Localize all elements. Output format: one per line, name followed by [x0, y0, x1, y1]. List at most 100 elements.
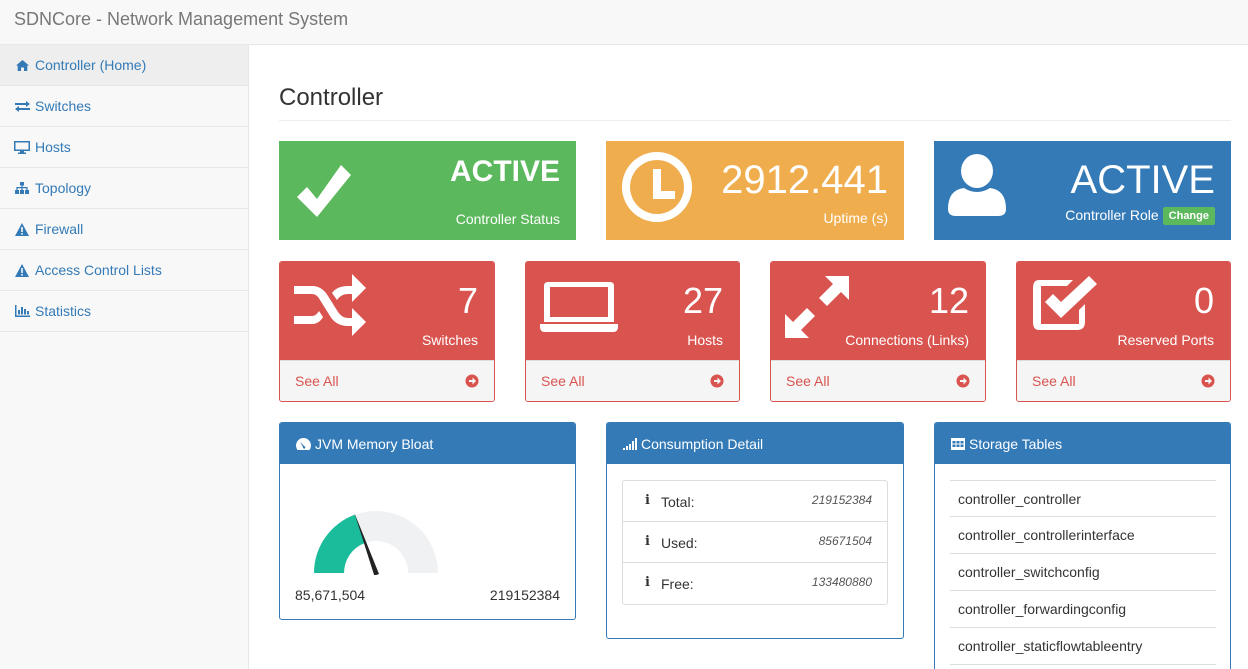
- reserved-ports-label: Reserved Ports: [1117, 332, 1214, 348]
- sidebar-item-firewall[interactable]: Firewall: [0, 209, 248, 250]
- random-icon: [294, 274, 366, 336]
- sidebar-item-label: Firewall: [35, 221, 84, 237]
- see-all-label: See All: [541, 373, 585, 389]
- uptime-label: Uptime (s): [823, 210, 888, 226]
- reserved-ports-panel-head: 0 Reserved Ports: [1017, 262, 1230, 360]
- storage-tables-panel-heading: Storage Tables: [935, 423, 1230, 464]
- circle-arrow-right-icon: [1201, 374, 1215, 388]
- sidebar: Controller (Home) Switches Hosts Topolog…: [0, 45, 249, 669]
- consumption-key: Total:: [661, 494, 695, 510]
- switches-label: Switches: [421, 332, 478, 348]
- info-icon: i: [645, 493, 650, 508]
- reserved-ports-see-all-link[interactable]: See All: [1017, 360, 1230, 401]
- switches-panel: 7 Switches See All: [279, 261, 495, 402]
- sidebar-item-hosts[interactable]: Hosts: [0, 127, 248, 168]
- circle-arrow-right-icon: [710, 374, 724, 388]
- consumption-key: Free:: [661, 576, 694, 592]
- jvm-memory-panel-heading: JVM Memory Bloat: [280, 423, 575, 464]
- consumption-value: 85671504: [818, 534, 872, 548]
- page-title: Controller: [279, 84, 384, 111]
- consumption-value: 133480880: [811, 575, 872, 589]
- controller-status-value: ACTIVE: [449, 155, 560, 188]
- hosts-see-all-link[interactable]: See All: [526, 360, 739, 401]
- switches-see-all-link[interactable]: See All: [280, 360, 494, 401]
- consumption-value: 219152384: [811, 493, 872, 507]
- warning-icon: [14, 222, 30, 236]
- see-all-label: See All: [1032, 373, 1076, 389]
- consumption-row-used: i Used: 85671504: [623, 522, 887, 563]
- laptop-icon: [540, 282, 618, 332]
- connections-see-all-link[interactable]: See All: [771, 360, 985, 401]
- switches-panel-head: 7 Switches: [280, 262, 494, 360]
- sidebar-item-label: Switches: [35, 98, 92, 114]
- connections-panel-head: 12 Connections (Links): [771, 262, 985, 360]
- signal-icon: [623, 437, 637, 450]
- consumption-row-free: i Free: 133480880: [623, 563, 887, 604]
- sidebar-item-topology[interactable]: Topology: [0, 168, 248, 209]
- consumption-panel-heading: Consumption Detail: [607, 423, 903, 464]
- uptime-tile: 2912.441 Uptime (s): [606, 141, 904, 240]
- bar-chart-icon: [14, 304, 30, 318]
- storage-table-item[interactable]: controller_controllerinterface: [950, 517, 1216, 554]
- hosts-count: 27: [682, 280, 723, 321]
- connections-panel: 12 Connections (Links) See All: [770, 261, 986, 402]
- connections-count: 12: [928, 280, 969, 321]
- sidebar-item-acl[interactable]: Access Control Lists: [0, 250, 248, 291]
- jvm-memory-panel: JVM Memory Bloat 85,671,504 219152384: [279, 422, 576, 620]
- brand-title[interactable]: SDNCore - Network Management System: [14, 9, 349, 29]
- memory-used-label: 85,671,504: [295, 587, 366, 603]
- uptime-value: 2912.441: [721, 158, 888, 202]
- reserved-ports-panel: 0 Reserved Ports See All: [1016, 261, 1231, 402]
- top-navbar: SDNCore - Network Management System: [0, 0, 1248, 45]
- storage-table-item[interactable]: controller_switchconfig: [950, 554, 1216, 591]
- storage-table-item[interactable]: controller_forwardingconfig: [950, 591, 1216, 628]
- storage-tables-panel: Storage Tables controller_controller con…: [934, 422, 1231, 669]
- sidebar-item-label: Statistics: [35, 303, 92, 319]
- consumption-row-total: i Total: 219152384: [623, 481, 887, 522]
- consumption-list: i Total: 219152384 i Used: 85671504 i Fr…: [622, 480, 888, 605]
- memory-total-label: 219152384: [489, 587, 560, 603]
- sidebar-item-label: Controller (Home): [35, 57, 147, 73]
- controller-status-label: Controller Status: [455, 211, 560, 227]
- consumption-title: Consumption Detail: [641, 435, 764, 452]
- memory-gauge: [314, 511, 438, 575]
- sidebar-item-label: Hosts: [35, 139, 71, 155]
- see-all-label: See All: [786, 373, 830, 389]
- title-divider: [279, 120, 1231, 121]
- home-icon: [14, 58, 30, 72]
- check-square-icon: [1033, 276, 1097, 330]
- switches-count: 7: [457, 280, 478, 321]
- exchange-icon: [14, 99, 30, 113]
- controller-role-tile: ACTIVE Controller Role Change: [934, 141, 1231, 240]
- reserved-ports-count: 0: [1193, 280, 1214, 321]
- jvm-memory-title: JVM Memory Bloat: [315, 435, 434, 452]
- sitemap-icon: [14, 181, 30, 195]
- storage-table-item[interactable]: controller_staticflowtableentry: [950, 628, 1216, 665]
- storage-tables-title: Storage Tables: [969, 435, 1063, 452]
- desktop-icon: [14, 140, 30, 154]
- circle-arrow-right-icon: [465, 374, 479, 388]
- warning-icon: [14, 263, 30, 277]
- info-icon: i: [645, 575, 650, 590]
- dashboard-icon: [296, 437, 311, 450]
- controller-role-label: Controller Role: [1065, 207, 1159, 223]
- circle-arrow-right-icon: [956, 374, 970, 388]
- sidebar-item-label: Topology: [35, 180, 92, 196]
- storage-tables-list: controller_controller controller_control…: [950, 480, 1216, 665]
- storage-table-item[interactable]: controller_controller: [950, 480, 1216, 517]
- table-icon: [951, 437, 965, 450]
- sidebar-item-switches[interactable]: Switches: [0, 86, 248, 127]
- change-role-button[interactable]: Change: [1162, 207, 1215, 225]
- user-icon: [948, 154, 1006, 216]
- consumption-key: Used:: [661, 535, 698, 551]
- hosts-panel-head: 27 Hosts: [526, 262, 739, 360]
- hosts-panel: 27 Hosts See All: [525, 261, 740, 402]
- sidebar-item-statistics[interactable]: Statistics: [0, 291, 248, 332]
- sidebar-item-label: Access Control Lists: [35, 262, 162, 278]
- see-all-label: See All: [295, 373, 339, 389]
- expand-icon: [785, 276, 849, 338]
- controller-role-label-wrap: Controller Role Change: [1065, 207, 1215, 225]
- consumption-panel: Consumption Detail i Total: 219152384 i …: [606, 422, 904, 639]
- hosts-label: Hosts: [687, 332, 723, 348]
- sidebar-item-controller[interactable]: Controller (Home): [0, 45, 248, 86]
